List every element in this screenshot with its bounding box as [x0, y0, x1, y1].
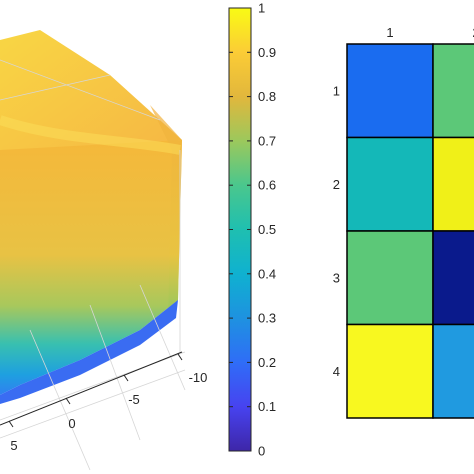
colorbar-tick-label: 0.8: [258, 89, 276, 104]
surface-bottom-band: [0, 300, 178, 404]
surface-side: [150, 105, 182, 318]
colorbar-tick-label: 0.4: [258, 266, 276, 281]
colorbar-tick-label: 0.5: [258, 222, 276, 237]
colorbar-tick-label: 0: [258, 444, 265, 459]
colorbar-tick-label: 0.7: [258, 133, 276, 148]
surface-x-tick-label: -10: [189, 370, 208, 385]
heatmap-row-label: 1: [333, 83, 340, 98]
heatmap-row-label: 4: [333, 364, 340, 379]
heatmap: 1 2 1 2 3 4: [333, 25, 474, 419]
surface-x-tick-labels: 5 0 -5 -10: [10, 370, 207, 453]
heatmap-cell: [432, 43, 474, 139]
colorbar-tick-label: 0.2: [258, 355, 276, 370]
colorbar-tick-label: 1: [258, 1, 265, 16]
heatmap-col-label: 2: [472, 25, 474, 40]
heatmap-cell: [432, 230, 474, 326]
colorbar-tick-label: 0.9: [258, 45, 276, 60]
surface-plot: [0, 30, 186, 471]
heatmap-row-label: 2: [333, 177, 340, 192]
surface-x-axis: [0, 351, 183, 428]
heatmap-cell: [432, 323, 474, 419]
surface-x-tick-label: -5: [128, 392, 140, 407]
heatmap-cell: [346, 230, 434, 326]
heatmap-cell: [432, 136, 474, 232]
surface-x-tick-label: 0: [68, 416, 75, 431]
heatmap-cell: [346, 323, 434, 419]
surface-x-tick-label: 5: [10, 438, 17, 453]
heatmap-cell: [346, 136, 434, 232]
surface-front: [0, 140, 182, 395]
surface-floor-grid: [0, 59, 186, 471]
heatmap-cell: [346, 43, 434, 139]
heatmap-col-label: 1: [386, 25, 393, 40]
heatmap-row-label: 3: [333, 270, 340, 285]
colorbar-tick-label: 0.3: [258, 311, 276, 326]
colorbar: 0 0.1 0.2 0.3 0.4 0.5 0.6 0.7 0.8 0.9 1: [228, 1, 276, 459]
colorbar-tick-label: 0.6: [258, 178, 276, 193]
surface-highlight: [0, 115, 181, 155]
colorbar-tick-label: 0.1: [258, 399, 276, 414]
